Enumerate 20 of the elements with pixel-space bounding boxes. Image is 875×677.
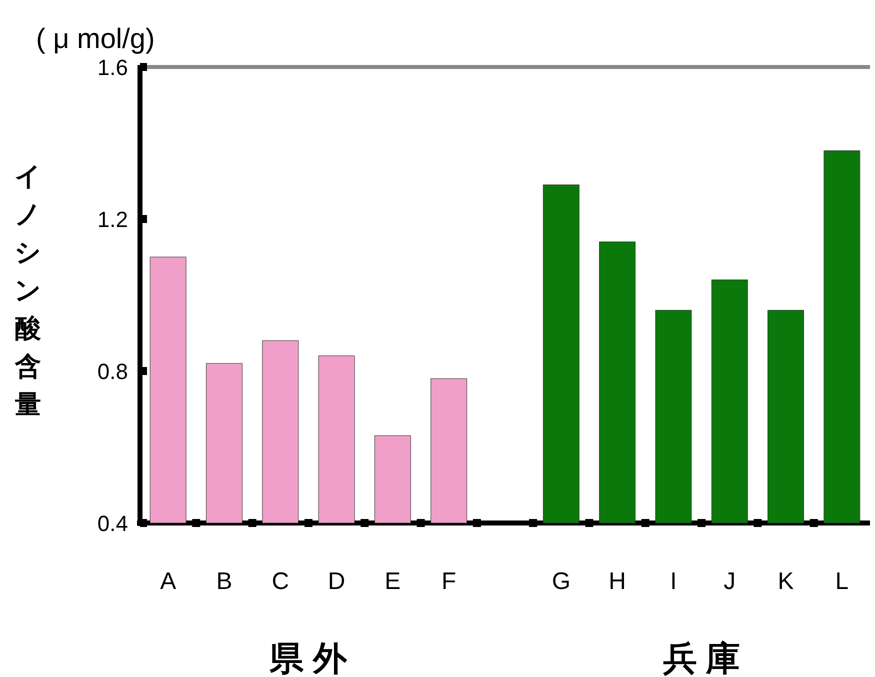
y-tick-label: 1.2 bbox=[97, 207, 128, 232]
x-tick-label: H bbox=[608, 568, 626, 595]
x-tick-label: D bbox=[328, 568, 346, 595]
y-axis-title: イノシン酸含量 bbox=[14, 161, 42, 419]
x-tick-label: I bbox=[670, 568, 677, 595]
text: ( μ mol/g) bbox=[36, 23, 155, 54]
x-tick-label: F bbox=[442, 568, 456, 595]
text: 兵 庫 bbox=[662, 640, 740, 677]
x-tick-label: E bbox=[384, 568, 401, 595]
x-tick-label: K bbox=[778, 568, 794, 595]
x-tick-label: A bbox=[160, 568, 176, 595]
x-tick-label: L bbox=[835, 568, 849, 595]
text: 県 外 bbox=[268, 640, 348, 677]
x-tick-label: B bbox=[216, 568, 232, 595]
x-tick-label: C bbox=[272, 568, 290, 595]
x-tick-label: J bbox=[724, 568, 736, 595]
y-tick-label: 0.4 bbox=[97, 511, 128, 536]
y-tick-label: 1.6 bbox=[97, 55, 128, 80]
y-tick-label: 0.8 bbox=[97, 359, 128, 384]
x-tick-label: G bbox=[552, 568, 570, 595]
